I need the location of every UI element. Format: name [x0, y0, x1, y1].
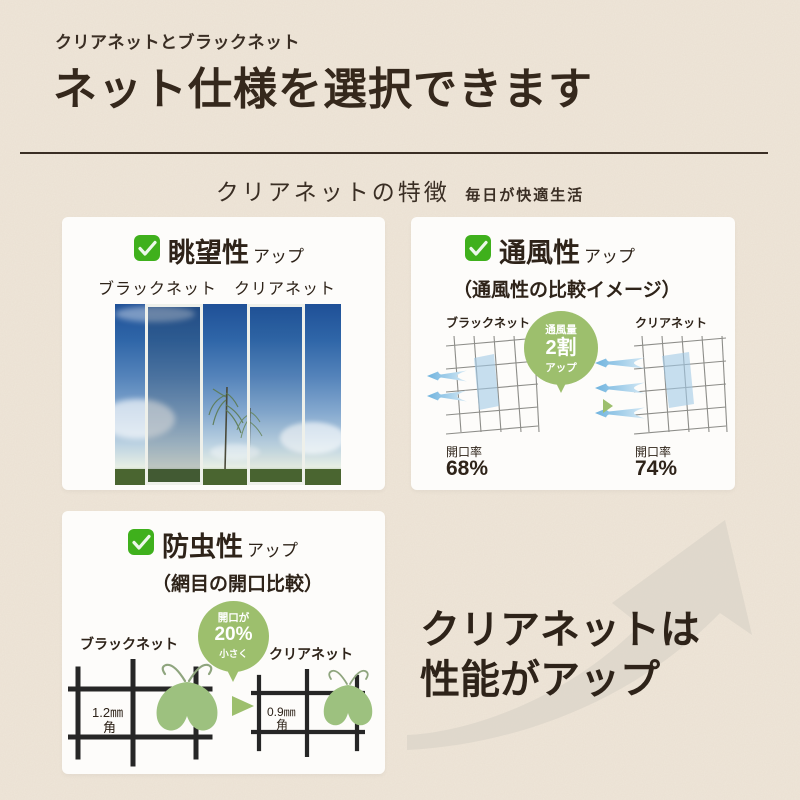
svg-text:角: 角 [103, 720, 116, 735]
svg-text:角: 角 [276, 718, 288, 732]
svg-text:1.2㎜: 1.2㎜ [92, 705, 123, 720]
svg-text:0.9㎜: 0.9㎜ [267, 705, 296, 719]
